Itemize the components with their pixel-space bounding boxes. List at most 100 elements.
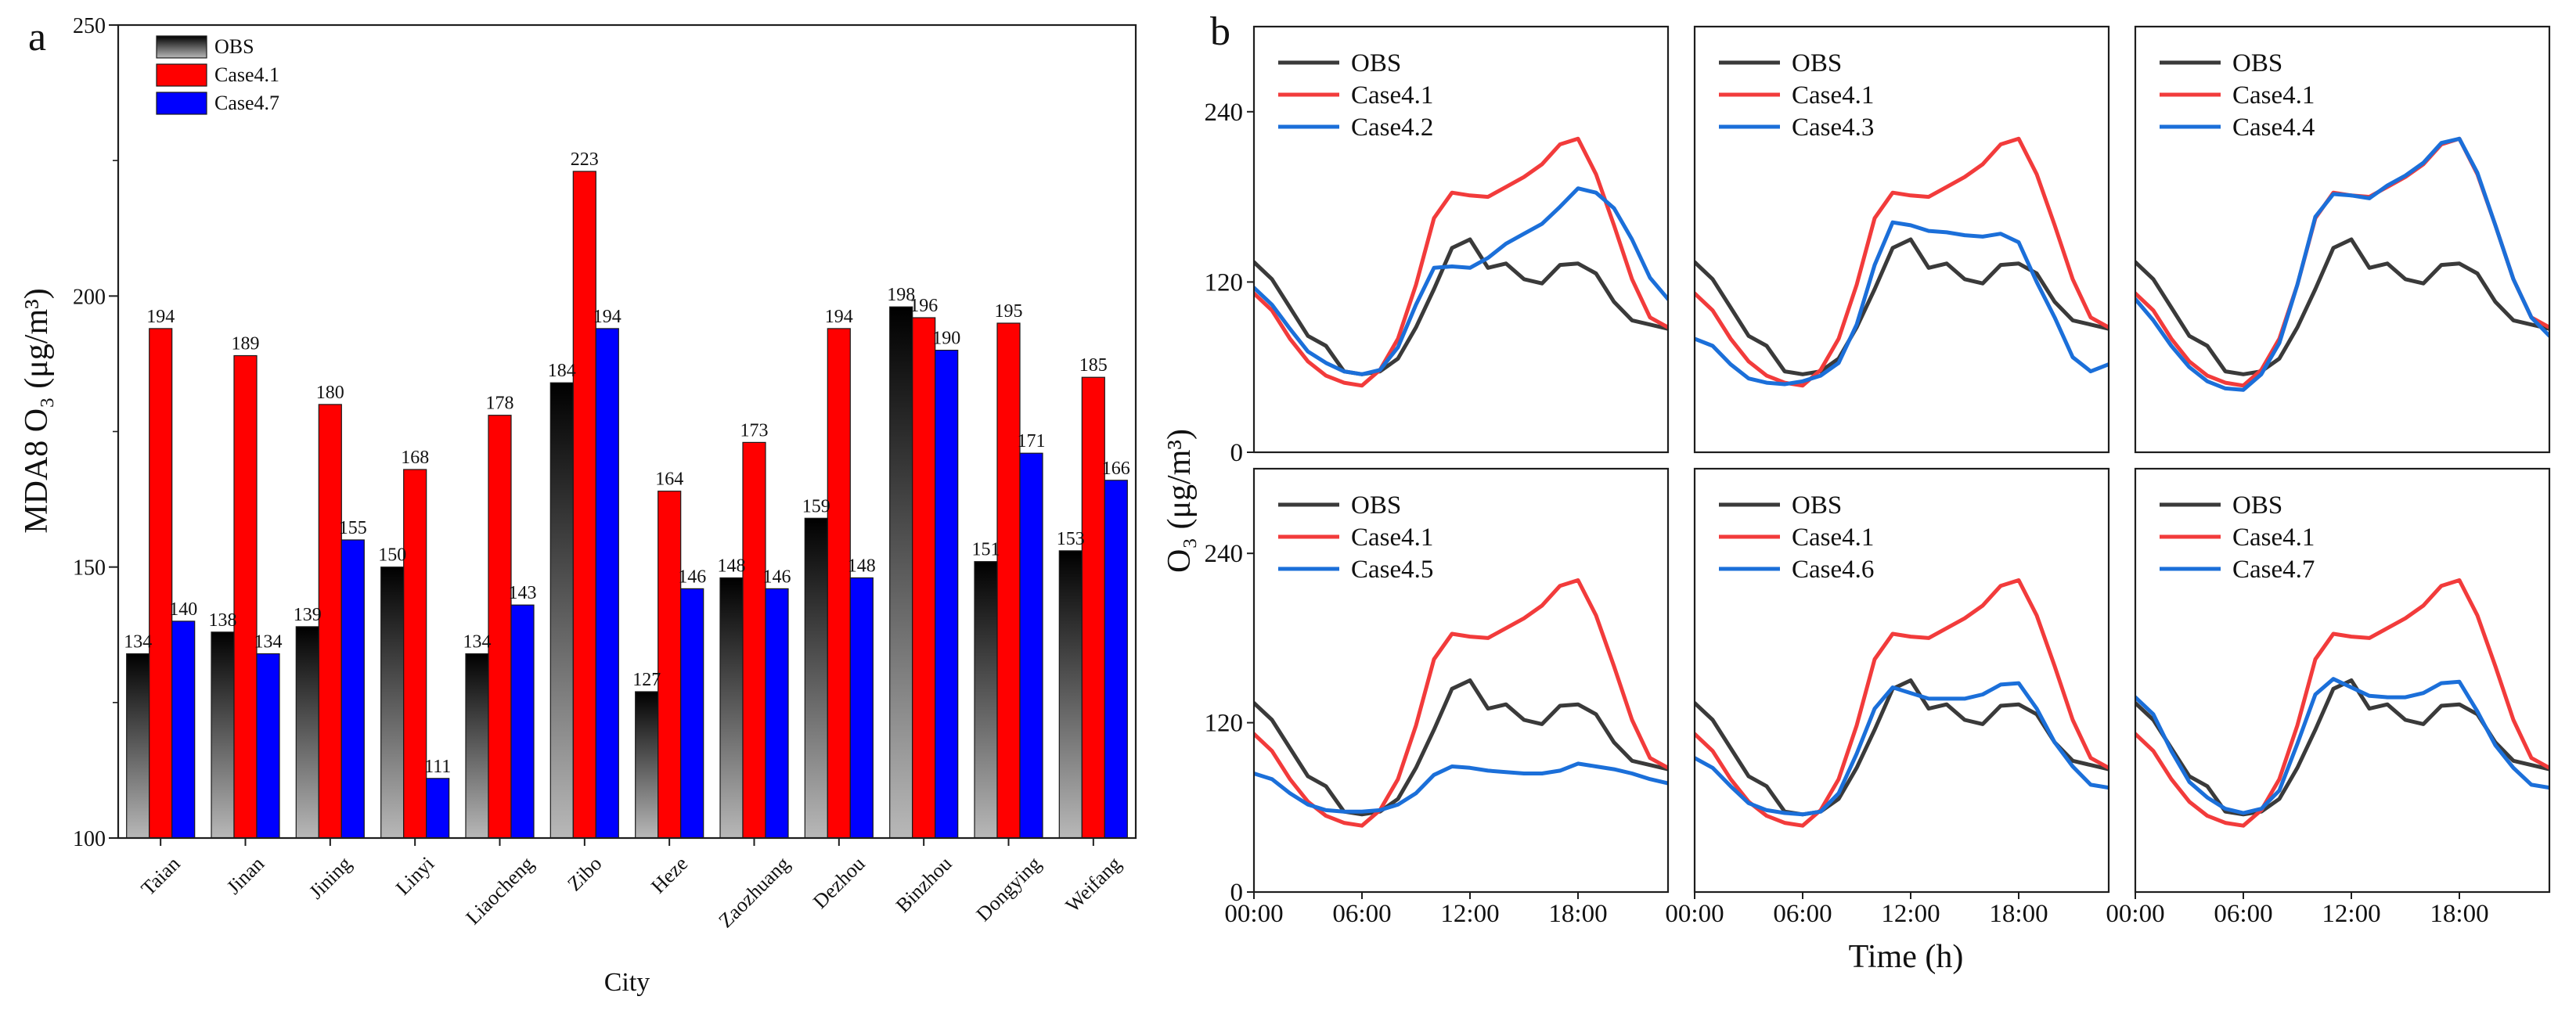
bar-value-label-obs-zibo: 184: [548, 361, 576, 381]
bar-obs-heze: [635, 691, 659, 839]
bar-value-label-obs-liaocheng: 134: [463, 632, 492, 653]
bar-value-label-obs-binzhou: 198: [887, 285, 915, 305]
legend-label: Case4.5: [1351, 556, 1433, 584]
x-tick-label: 00:00: [2106, 900, 2164, 928]
bar-case4-7-liaocheng: [510, 604, 535, 839]
legend-label: Case4.7: [2232, 556, 2315, 584]
subplot-legend: OBS Case4.1 Case4.5: [1278, 491, 1433, 584]
bar-value-label-obs-linyi: 150: [378, 545, 406, 566]
x-tick-label: 12:00: [1440, 900, 1499, 928]
x-tick-label: 18:00: [2430, 900, 2488, 928]
bar-value-label-case4-1-taian: 194: [146, 307, 175, 327]
y-tick-label: 100: [73, 827, 106, 851]
line-y-axis: 0 120 240: [1205, 540, 1254, 907]
bar-case4-7-heze: [680, 588, 704, 839]
bar-value-label-obs-dezhou: 159: [802, 496, 830, 516]
subplot-frame: [1252, 25, 1670, 454]
line-case4-1: [1254, 578, 1668, 828]
bar-case4-7-weifang: [1104, 480, 1128, 839]
y-tick-label: 240: [1205, 99, 1244, 127]
y-tick-label: 200: [73, 285, 106, 309]
y-axis-title: O₃ (μg/m³): [1162, 429, 1198, 573]
x-tick-label: 12:00: [2322, 900, 2380, 928]
bar-case4-1-zibo: [572, 171, 596, 839]
bar-case4-1-jining: [318, 404, 342, 839]
legend-label: OBS: [1351, 49, 1401, 77]
subplot-case4-6: OBS Case4.1 Case4.6 00:00 06:00 12:00 18:00: [1665, 467, 2110, 928]
line-case4-6: [1695, 681, 2109, 817]
bar-value-label-obs-zaozhuang: 148: [718, 556, 746, 577]
legend-label: Case4.1: [1792, 81, 1874, 110]
legend-label: Case4.1: [1351, 523, 1433, 552]
legend-label: OBS: [1792, 49, 1842, 77]
subplot-frame: [1252, 467, 1670, 894]
subplot-case4-2: OBS Case4.1 Case4.2 0 120 240: [1205, 25, 1670, 467]
x-axis-title: Time (h): [1849, 939, 1964, 975]
bar-value-label-case4-7-linyi: 111: [424, 757, 451, 777]
line-obs: [1695, 237, 2109, 376]
bar-value-label-case4-1-zaozhuang: 173: [740, 420, 769, 441]
y-axis-title: MDA8 O₃ (μg/m³): [19, 288, 55, 533]
bar-case4-7-taian: [171, 621, 196, 839]
bar-obs-zibo: [549, 382, 574, 839]
x-tick-label: 18:00: [1989, 900, 2048, 928]
bar-obs-dezhou: [804, 517, 828, 839]
line-case4-4: [2135, 136, 2549, 392]
subplot-legend: OBS Case4.1 Case4.6: [1719, 491, 1874, 584]
line-x-axis: 00:00 06:00 12:00 18:00: [2106, 892, 2489, 928]
bar-value-label-case4-7-zaozhuang: 146: [763, 567, 791, 587]
bar-case4-7-zaozhuang: [765, 588, 789, 839]
line-case4-2: [1254, 186, 1668, 376]
y-tick-label: 120: [1205, 268, 1244, 297]
bar-value-label-case4-7-binzhou: 190: [932, 329, 960, 349]
legend-label-obs: OBS: [214, 35, 254, 58]
subplot-case4-7: OBS Case4.1 Case4.7 00:00 06:00 12:00 18:00: [2106, 467, 2551, 928]
y-tick-label: 120: [1205, 710, 1244, 738]
bar-obs-linyi: [380, 567, 405, 839]
bar-case4-7-jining: [340, 539, 365, 839]
bar-value-label-case4-1-liaocheng: 178: [486, 394, 514, 414]
bar-value-label-case4-1-zibo: 223: [571, 149, 599, 170]
bar-obs-dongying: [974, 561, 998, 839]
legend-label: Case4.1: [2232, 523, 2315, 552]
subplot-case4-5: OBS Case4.1 Case4.5 0 120 240 00:00 06:00 12:00 1…: [1205, 467, 1670, 928]
bar-case4-1-weifang: [1081, 376, 1105, 839]
bar-value-label-case4-7-zibo: 194: [593, 307, 621, 327]
legend-label: Case4.3: [1792, 113, 1874, 142]
y-tick-label: 150: [73, 556, 106, 581]
line-y-axis: 0 120 240: [1205, 99, 1254, 467]
bar-y-axis: 100 150 200 250: [73, 14, 118, 851]
x-tick-label: 06:00: [1332, 900, 1391, 928]
subplot-legend: OBS Case4.1 Case4.3: [1719, 49, 1874, 142]
subplot-legend: OBS Case4.1 Case4.7: [2160, 491, 2315, 584]
bar-value-label-obs-heze: 127: [632, 670, 661, 690]
bar-case4-7-binzhou: [935, 350, 959, 839]
panel-a: a 134 138 139 150 134 184 127 148 159 198 151 153 194…: [19, 14, 1137, 997]
bar-value-label-case4-7-weifang: 166: [1102, 459, 1130, 479]
subplot-frame: [1693, 467, 2110, 894]
subplot-case4-4: OBS Case4.1 Case4.4: [2134, 25, 2551, 454]
subplot-frame: [2134, 467, 2551, 894]
line-case4-1: [2135, 578, 2549, 828]
bar-value-label-case4-1-binzhou: 196: [910, 296, 938, 316]
line-case4-1: [1695, 136, 2109, 388]
bar-value-label-case4-7-jining: 155: [339, 518, 367, 538]
bar-obs-weifang: [1058, 550, 1083, 839]
bar-case4-7-dezhou: [849, 577, 874, 839]
bar-case4-1-binzhou: [912, 317, 936, 839]
line-obs: [2135, 237, 2549, 376]
legend-label: OBS: [2232, 49, 2282, 77]
line-obs: [1254, 237, 1668, 376]
bar-obs-jinan: [211, 631, 235, 839]
bar-value-label-obs-dongying: 151: [972, 540, 1000, 560]
bar-value-label-case4-1-dezhou: 194: [825, 307, 853, 327]
bar-case4-1-dezhou: [827, 328, 851, 839]
bar-value-label-case4-1-dongying: 195: [995, 301, 1023, 322]
bar-case4-7-zibo: [595, 328, 619, 839]
subplot-frame: [2134, 25, 2551, 454]
bar-value-label-obs-taian: 134: [124, 632, 152, 653]
legend-label: OBS: [1792, 491, 1842, 520]
bar-value-label-case4-1-jining: 180: [316, 383, 344, 403]
